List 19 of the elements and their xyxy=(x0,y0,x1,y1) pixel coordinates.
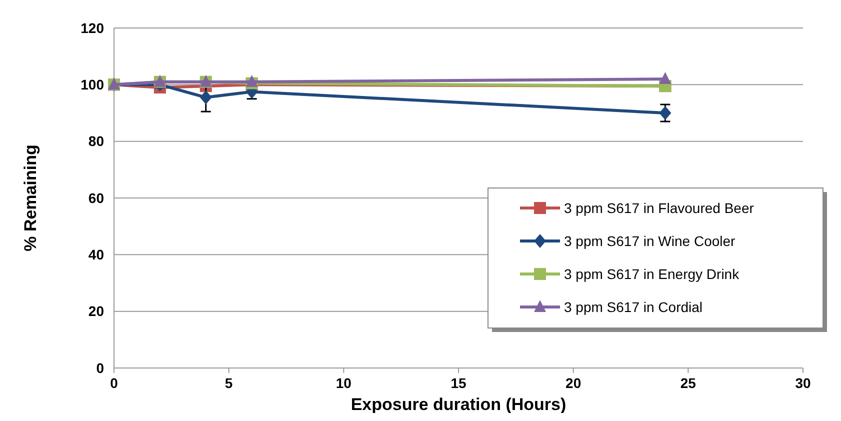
x-tick-label: 25 xyxy=(680,375,696,391)
y-tick-label: 40 xyxy=(88,246,104,263)
x-tick-label: 5 xyxy=(224,375,233,391)
y-axis-title: % Remaining xyxy=(21,144,40,252)
y-tick-label: 0 xyxy=(96,360,104,376)
y-tick-label: 100 xyxy=(80,76,104,93)
x-tick-label: 30 xyxy=(795,375,811,391)
x-tick-label: 20 xyxy=(566,375,582,391)
y-tick-label: 60 xyxy=(88,190,104,206)
legend-label: 3 ppm S617 in Energy Drink xyxy=(564,266,740,282)
x-tick-label: 10 xyxy=(336,375,352,391)
x-tick-label: 0 xyxy=(110,375,118,391)
legend-label: 3 ppm S617 in Wine Cooler xyxy=(564,232,736,249)
y-tick-label: 80 xyxy=(88,133,104,150)
legend-label: 3 ppm S617 in Cordial xyxy=(564,298,703,315)
y-tick-label: 120 xyxy=(80,20,104,36)
x-tick-label: 15 xyxy=(450,375,466,391)
y-tick-label: 20 xyxy=(88,303,104,320)
legend-label: 3 ppm S617 in Flavoured Beer xyxy=(564,200,754,216)
